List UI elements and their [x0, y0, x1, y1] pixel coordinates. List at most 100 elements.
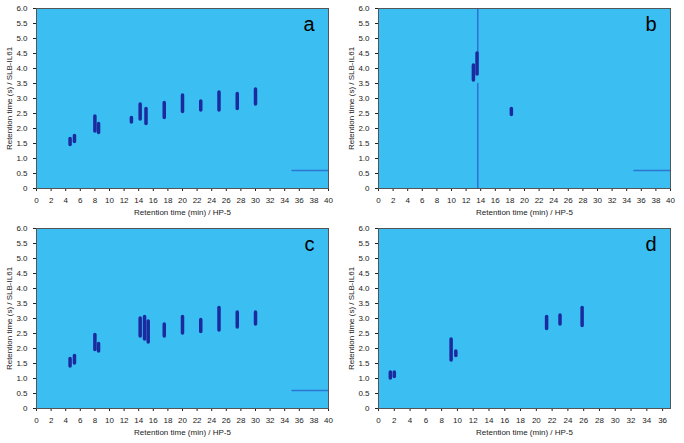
svg-text:0.5: 0.5: [358, 169, 370, 178]
svg-text:36: 36: [637, 196, 646, 205]
svg-text:2.5: 2.5: [358, 109, 370, 118]
svg-text:34: 34: [280, 416, 289, 425]
svg-text:8: 8: [93, 416, 98, 425]
svg-text:4: 4: [63, 196, 68, 205]
svg-text:b: b: [645, 13, 656, 35]
svg-text:5.5: 5.5: [16, 239, 28, 248]
svg-text:3.5: 3.5: [358, 79, 370, 88]
svg-text:22: 22: [535, 196, 544, 205]
svg-text:2: 2: [49, 196, 54, 205]
svg-text:6: 6: [78, 416, 83, 425]
svg-text:16: 16: [149, 196, 158, 205]
svg-text:34: 34: [622, 196, 631, 205]
svg-text:1.0: 1.0: [358, 154, 370, 163]
svg-text:4.5: 4.5: [16, 49, 28, 58]
svg-text:1.5: 1.5: [358, 139, 370, 148]
svg-text:4: 4: [405, 196, 410, 205]
svg-text:22: 22: [193, 196, 202, 205]
svg-text:2.5: 2.5: [16, 329, 28, 338]
svg-text:14: 14: [134, 196, 143, 205]
svg-text:32: 32: [266, 416, 275, 425]
svg-text:2.0: 2.0: [358, 124, 370, 133]
svg-text:6.0: 6.0: [16, 4, 28, 13]
svg-text:Retention time (s) / SLB-IL61: Retention time (s) / SLB-IL61: [5, 266, 14, 370]
svg-text:6: 6: [78, 196, 83, 205]
svg-text:26: 26: [564, 196, 573, 205]
svg-text:30: 30: [251, 196, 260, 205]
svg-text:36: 36: [295, 196, 304, 205]
svg-text:6.0: 6.0: [358, 4, 370, 13]
svg-text:28: 28: [595, 416, 604, 425]
svg-text:5.5: 5.5: [16, 19, 28, 28]
svg-text:16: 16: [149, 416, 158, 425]
svg-text:0: 0: [34, 196, 39, 205]
svg-text:30: 30: [611, 416, 620, 425]
svg-text:Retention time (min) / HP-5: Retention time (min) / HP-5: [476, 428, 573, 437]
svg-text:5.0: 5.0: [16, 34, 28, 43]
svg-text:18: 18: [505, 196, 514, 205]
svg-text:22: 22: [548, 416, 557, 425]
svg-text:30: 30: [251, 416, 260, 425]
svg-text:32: 32: [266, 196, 275, 205]
svg-text:3.0: 3.0: [358, 314, 370, 323]
svg-text:Retention time (min) / HP-5: Retention time (min) / HP-5: [134, 428, 231, 437]
svg-text:28: 28: [236, 196, 245, 205]
svg-text:1.5: 1.5: [358, 359, 370, 368]
svg-text:34: 34: [642, 416, 651, 425]
svg-text:24: 24: [207, 196, 216, 205]
svg-text:20: 20: [532, 416, 541, 425]
svg-text:0.5: 0.5: [358, 389, 370, 398]
svg-text:2.0: 2.0: [358, 344, 370, 353]
svg-text:2.5: 2.5: [358, 329, 370, 338]
svg-text:4.0: 4.0: [358, 64, 370, 73]
svg-text:40: 40: [324, 196, 333, 205]
svg-text:3.5: 3.5: [16, 299, 28, 308]
svg-text:1.0: 1.0: [16, 154, 28, 163]
svg-text:18: 18: [163, 196, 172, 205]
svg-text:6: 6: [420, 196, 425, 205]
svg-text:38: 38: [651, 196, 660, 205]
svg-text:26: 26: [222, 196, 231, 205]
svg-text:0: 0: [365, 404, 370, 413]
svg-text:6: 6: [424, 416, 429, 425]
svg-text:26: 26: [222, 416, 231, 425]
svg-text:36: 36: [295, 416, 304, 425]
svg-text:5.0: 5.0: [358, 254, 370, 263]
svg-text:0: 0: [376, 196, 381, 205]
svg-text:0: 0: [365, 184, 370, 193]
svg-text:10: 10: [453, 416, 462, 425]
svg-text:20: 20: [520, 196, 529, 205]
svg-text:5.5: 5.5: [358, 19, 370, 28]
svg-text:18: 18: [516, 416, 525, 425]
svg-text:40: 40: [666, 196, 675, 205]
svg-text:Retention time (min) / HP-5: Retention time (min) / HP-5: [476, 208, 573, 217]
svg-text:2: 2: [391, 196, 396, 205]
svg-text:28: 28: [578, 196, 587, 205]
svg-text:0: 0: [23, 184, 28, 193]
svg-text:38: 38: [309, 196, 318, 205]
svg-text:14: 14: [134, 416, 143, 425]
svg-text:0.5: 0.5: [16, 169, 28, 178]
svg-text:24: 24: [563, 416, 572, 425]
svg-text:4.0: 4.0: [16, 64, 28, 73]
svg-text:d: d: [645, 233, 656, 255]
svg-text:4.5: 4.5: [358, 49, 370, 58]
svg-text:16: 16: [500, 416, 509, 425]
svg-text:1.0: 1.0: [16, 374, 28, 383]
svg-text:0: 0: [376, 416, 381, 425]
svg-text:8: 8: [435, 196, 440, 205]
svg-text:4.0: 4.0: [16, 284, 28, 293]
svg-text:1.5: 1.5: [16, 139, 28, 148]
svg-text:30: 30: [593, 196, 602, 205]
svg-text:8: 8: [439, 416, 444, 425]
svg-text:c: c: [305, 233, 315, 255]
svg-text:3.0: 3.0: [16, 314, 28, 323]
svg-text:Retention time (s) / SLB-IL61: Retention time (s) / SLB-IL61: [5, 46, 14, 150]
svg-text:3.0: 3.0: [358, 94, 370, 103]
svg-text:36: 36: [658, 416, 667, 425]
svg-text:6.0: 6.0: [16, 224, 28, 233]
svg-text:2.0: 2.0: [16, 124, 28, 133]
svg-text:12: 12: [462, 196, 471, 205]
svg-text:28: 28: [236, 416, 245, 425]
svg-text:6.0: 6.0: [358, 224, 370, 233]
